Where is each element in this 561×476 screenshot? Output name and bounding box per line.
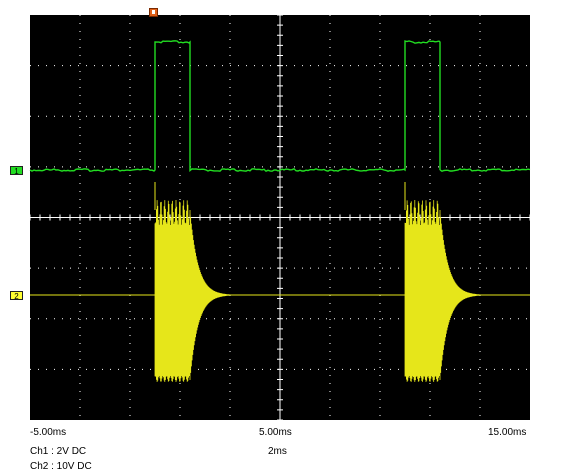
trigger-position-marker-icon[interactable] (149, 8, 158, 17)
ch2-setting: Ch2 : 10V DC (30, 461, 92, 472)
time-tick-left: -5.00ms (30, 427, 67, 438)
ch2-trace (30, 182, 530, 382)
ch1-waveform (29, 40, 531, 173)
time-tick-mid: 5.00ms (259, 427, 292, 438)
ch2-marker[interactable]: 2 (10, 291, 23, 301)
timebase-setting: 2ms (268, 446, 287, 457)
time-tick-right: 15.00ms (488, 427, 527, 438)
ch1-setting: Ch1 : 2V DC (30, 446, 87, 457)
ch1-marker[interactable]: 1 (10, 166, 23, 176)
ch1-trace (29, 40, 531, 173)
ch2-burst (404, 200, 481, 382)
ch2-burst (154, 200, 231, 382)
